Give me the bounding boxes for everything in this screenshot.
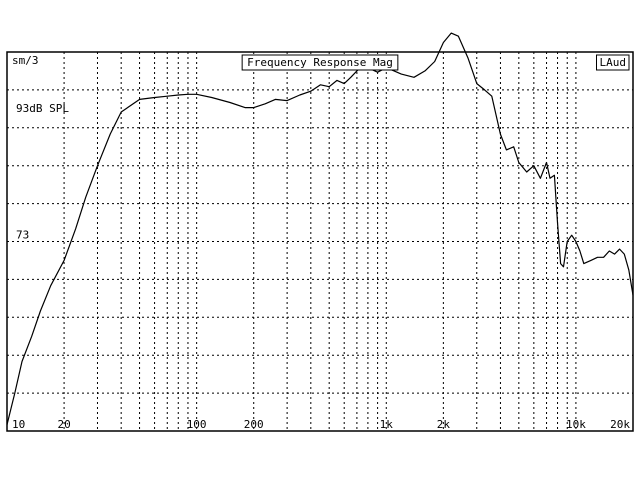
grid-layer	[7, 52, 633, 431]
x-tick-label-3: 200	[244, 418, 264, 431]
response-curve-0	[6, 32, 634, 425]
y-label-0: 93dB SPL	[16, 102, 69, 115]
smoothing-label: sm/3	[12, 54, 39, 67]
x-tick-label-6: 10k	[566, 418, 586, 431]
x-tick-label-2: 100	[187, 418, 207, 431]
x-tick-label-4: 1k	[380, 418, 394, 431]
x-tick-label-7: 20k	[610, 418, 630, 431]
x-tick-label-1: 20	[57, 418, 70, 431]
plot-frame	[6, 51, 634, 432]
chart-title: Frequency Response Mag	[247, 56, 393, 69]
x-tick-label-0: 10	[12, 418, 25, 431]
source-badge-box	[596, 54, 630, 71]
label-layer: 10 20 100 200 1k 2k 10k 20k 93dB SPL 73 sm/3 Freque…	[12, 54, 630, 431]
title-box	[241, 54, 399, 71]
y-label-1: 73	[16, 229, 29, 242]
x-tick-label-5: 2k	[437, 418, 451, 431]
curve-layer	[6, 32, 634, 425]
source-badge: LAud	[600, 56, 627, 69]
